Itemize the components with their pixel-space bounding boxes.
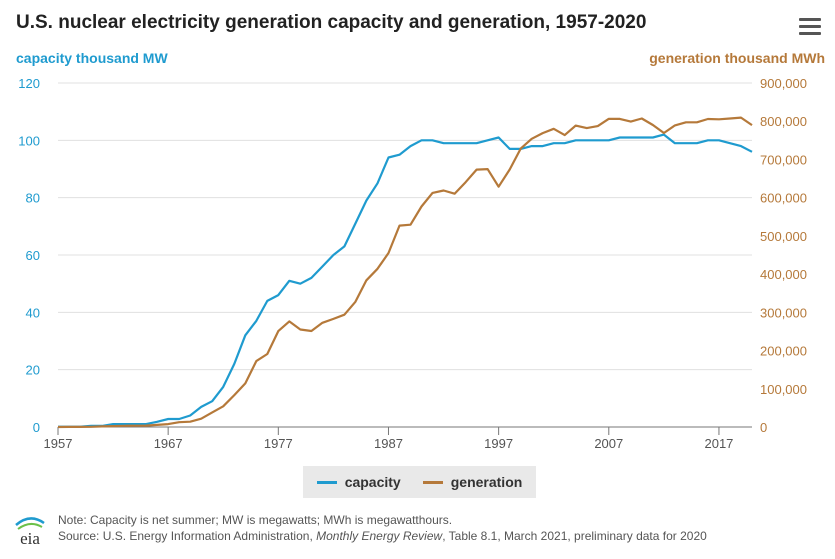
right-axis-label: generation thousand MWh: [649, 50, 825, 66]
left-tick-label: 60: [26, 248, 40, 263]
right-tick-label: 200,000: [760, 344, 807, 359]
x-tick-label: 1957: [44, 436, 73, 451]
right-tick-label: 900,000: [760, 76, 807, 91]
legend-label-generation: generation: [450, 474, 523, 490]
source-note: Note: Capacity is net summer; MW is mega…: [58, 512, 707, 544]
right-tick-label: 600,000: [760, 191, 807, 206]
legend-swatch-generation: [422, 480, 443, 484]
series-line-capacity: [58, 133, 753, 428]
legend-item-capacity[interactable]: capacity: [316, 474, 401, 490]
x-tick-label: 1987: [374, 436, 403, 451]
legend-swatch-capacity: [316, 480, 337, 484]
x-tick-label: 1997: [484, 436, 513, 451]
note-source-prefix: Source: U.S. Energy Information Administ…: [58, 529, 317, 543]
series-line-generation: [57, 116, 753, 429]
note-line-1: Note: Capacity is net summer; MW is mega…: [58, 513, 453, 527]
left-tick-label: 120: [18, 76, 40, 91]
right-tick-label: 500,000: [760, 229, 807, 244]
legend: capacity generation: [303, 466, 536, 498]
x-tick-label: 2007: [594, 436, 623, 451]
series-lines: [57, 116, 753, 429]
legend-label-capacity: capacity: [344, 474, 401, 490]
left-tick-label: 0: [33, 420, 40, 435]
page-title: U.S. nuclear electricity generation capa…: [16, 12, 647, 33]
legend-item-generation[interactable]: generation: [422, 474, 523, 490]
left-tick-label: 20: [26, 363, 40, 378]
left-tick-label: 100: [18, 133, 40, 148]
right-tick-label: 300,000: [760, 305, 807, 320]
gridlines: [58, 82, 752, 428]
x-tick-label: 2017: [704, 436, 733, 451]
right-tick-label: 100,000: [760, 382, 807, 397]
note-source-title: Monthly Energy Review: [316, 529, 443, 543]
right-tick-label: 800,000: [760, 114, 807, 129]
note-source-suffix: , Table 8.1, March 2021, preliminary dat…: [442, 529, 707, 543]
eia-logo: eia: [15, 517, 45, 548]
note-line-2: Source: U.S. Energy Information Administ…: [58, 528, 707, 544]
x-tick-labels: 1957 1967 1977 1987 1997 2007 2017: [44, 427, 733, 451]
hamburger-menu-icon[interactable]: [799, 18, 821, 36]
right-tick-label: 400,000: [760, 267, 807, 282]
right-tick-labels: 0 100,000 200,000 300,000 400,000 500,000 600,…: [760, 76, 807, 435]
left-axis-label: capacity thousand MW: [16, 50, 168, 66]
left-tick-label: 80: [26, 191, 40, 206]
right-tick-label: 0: [760, 420, 767, 435]
x-tick-label: 1967: [154, 436, 183, 451]
left-tick-label: 40: [26, 305, 40, 320]
left-tick-labels: 0 20 40 60 80 100 120: [18, 76, 40, 435]
x-tick-label: 1977: [264, 436, 293, 451]
right-tick-label: 700,000: [760, 152, 807, 167]
logo-text: eia: [20, 529, 40, 548]
